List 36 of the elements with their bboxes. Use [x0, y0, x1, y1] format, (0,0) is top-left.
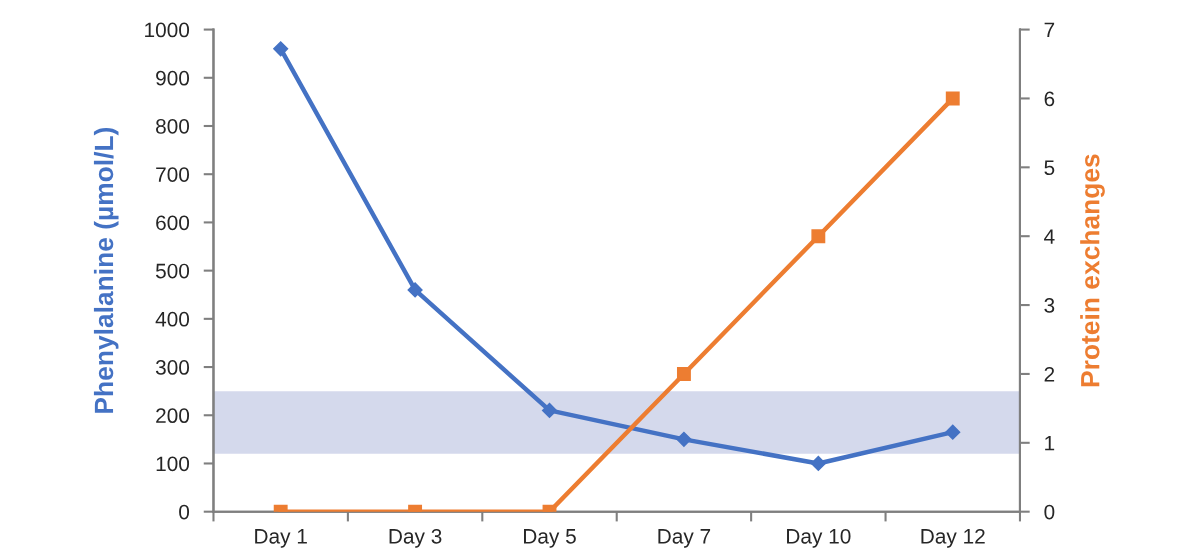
- x-tick-label: Day 12: [921, 528, 985, 548]
- x-tick-label: Day 1: [255, 529, 307, 548]
- x-tick-label: Day 3: [389, 528, 442, 548]
- y-tick-label: 100: [156, 456, 190, 472]
- point: [273, 41, 289, 57]
- point: [811, 229, 826, 244]
- point: [945, 91, 960, 106]
- y2-tick-label: 5: [1044, 160, 1055, 176]
- y2-tick-label: 1: [1045, 436, 1055, 451]
- y-tick-label: 500: [155, 263, 190, 279]
- point: [676, 431, 692, 447]
- point: [541, 402, 558, 419]
- point: [407, 282, 423, 298]
- x-tick-label: Day 7: [658, 529, 711, 548]
- y2-tick-label: 7: [1044, 22, 1055, 38]
- y2-axis-title: Protein exchanges: [1080, 154, 1105, 387]
- point: [810, 455, 826, 472]
- point: [945, 424, 961, 440]
- y2-tick-label: 3: [1044, 298, 1055, 313]
- y-tick-label: 0: [179, 504, 190, 520]
- y-tick-label: 300: [155, 360, 190, 375]
- point: [676, 366, 691, 381]
- y-tick-label: 800: [156, 119, 190, 134]
- y-tick-label: 700: [156, 167, 190, 182]
- y-tick-label: 1000: [145, 22, 190, 38]
- y-tick-label: 600: [156, 215, 190, 231]
- y2-tick-label: 0: [1044, 504, 1055, 520]
- y-tick-label: 400: [155, 311, 190, 327]
- y2-tick-label: 2: [1044, 366, 1055, 382]
- y-axis-title: Phenylalanine (µmol/L): [93, 127, 119, 413]
- y-tick-label: 200: [156, 408, 190, 424]
- y-tick-label: 900: [156, 70, 190, 86]
- x-tick-label: Day 5: [524, 529, 576, 548]
- y2-tick-label: 4: [1044, 229, 1055, 244]
- x-tick-label: Day 10: [787, 528, 851, 548]
- y2-tick-label: 6: [1044, 91, 1055, 107]
